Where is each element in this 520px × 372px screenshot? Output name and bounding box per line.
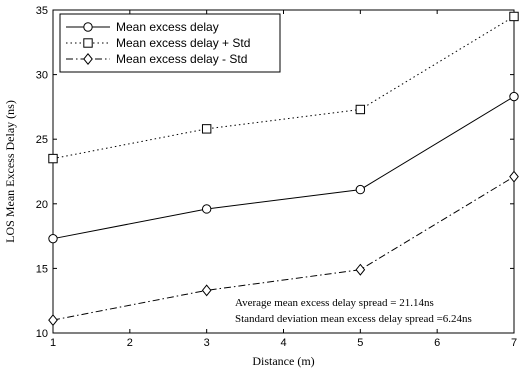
legend-box bbox=[59, 13, 281, 73]
data-point-square bbox=[201, 124, 212, 134]
y-tick-label: 15 bbox=[36, 263, 48, 275]
y-tick-label: 30 bbox=[36, 70, 48, 82]
legend-entry: Mean excess delay - Std bbox=[116, 52, 247, 66]
data-point-circle bbox=[201, 204, 212, 214]
data-point-diamond bbox=[509, 170, 519, 183]
x-tick-label: 5 bbox=[357, 337, 363, 349]
x-tick-label: 3 bbox=[204, 337, 210, 349]
x-tick-label: 6 bbox=[434, 337, 440, 349]
series-line-1 bbox=[52, 16, 515, 160]
legend-marker-square bbox=[83, 38, 93, 48]
y-tick-label: 20 bbox=[36, 199, 48, 211]
x-tick-label: 1 bbox=[50, 337, 56, 349]
series-line-0 bbox=[52, 96, 515, 240]
annotation-average: Average mean excess delay spread = 21.14… bbox=[235, 297, 434, 309]
data-point-diamond bbox=[201, 284, 212, 297]
y-tick-label: 10 bbox=[36, 328, 48, 340]
y-axis-label: LOS Mean Excess Delay (ns) bbox=[3, 100, 17, 243]
annotation-std: Standard deviation mean excess delay spr… bbox=[235, 313, 472, 325]
x-tick-label: 7 bbox=[511, 337, 517, 349]
y-tick-label: 35 bbox=[36, 5, 48, 17]
data-point-diamond bbox=[48, 314, 58, 327]
data-point-diamond bbox=[355, 263, 366, 276]
data-point-square bbox=[48, 153, 58, 164]
legend-entry: Mean excess delay bbox=[116, 20, 219, 34]
legend-entry: Mean excess delay + Std bbox=[116, 36, 250, 50]
x-tick-label: 4 bbox=[280, 337, 286, 349]
series-line-2 bbox=[52, 176, 515, 321]
data-point-circle bbox=[48, 233, 58, 244]
data-point-circle bbox=[355, 184, 366, 195]
legend-marker-diamond bbox=[83, 53, 93, 65]
x-axis-label: Distance (m) bbox=[252, 354, 314, 368]
x-tick-label: 2 bbox=[127, 337, 133, 349]
data-point-circle bbox=[509, 91, 519, 102]
plot-area: 1 2 3 4 5 6 7 10 15 20 25 30 35 bbox=[36, 5, 519, 349]
legend-marker-circle bbox=[83, 22, 93, 32]
data-point-square bbox=[355, 104, 366, 115]
legend: Mean excess delay Mean excess delay + Std… bbox=[59, 13, 281, 73]
data-point-square bbox=[509, 11, 519, 22]
y-tick-label: 25 bbox=[36, 134, 48, 146]
